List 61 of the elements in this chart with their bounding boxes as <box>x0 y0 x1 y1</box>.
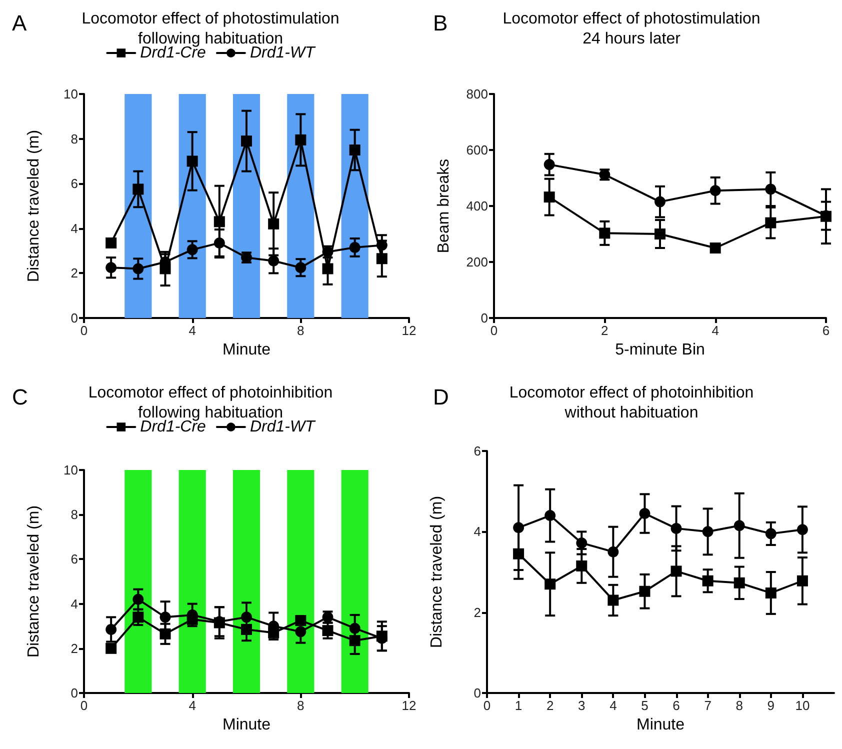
x-tick-label: 7 <box>704 698 712 713</box>
x-axis-title: 5-minute Bin <box>615 341 705 358</box>
y-axis-title: Beam breaks <box>436 158 452 254</box>
x-tick-label: 8 <box>297 698 304 713</box>
text: D <box>433 384 449 410</box>
y-tick-label: 4 <box>70 220 78 236</box>
y-tick-label: 600 <box>466 142 488 158</box>
y-tick-label: 2 <box>70 640 78 656</box>
x-tick-label: 6 <box>822 323 830 338</box>
y-tick-label: 800 <box>466 86 488 102</box>
y-tick-label: 0 <box>70 310 78 326</box>
y-tick-label: 200 <box>466 254 488 270</box>
x-tick-label: 1 <box>514 698 522 713</box>
y-tick-label: 0 <box>474 686 481 700</box>
x-axis-title: Minute <box>222 716 271 734</box>
x-tick-label: 5 <box>641 698 648 713</box>
y-tick-label: 4 <box>70 596 78 612</box>
x-axis-title: Minute <box>636 716 685 734</box>
legend-label: Drd1-WT <box>250 44 316 62</box>
x-tick-label: 9 <box>767 698 775 713</box>
x-tick-label: 8 <box>297 323 304 338</box>
y-tick-label: 6 <box>474 444 481 458</box>
text: B <box>433 10 448 36</box>
legend-label: Drd1-Cre <box>140 418 206 436</box>
y-tick-label: 0 <box>70 686 78 700</box>
y-tick-label: 2 <box>70 266 78 281</box>
x-tick-label: 4 <box>610 698 617 713</box>
x-tick-label: 4 <box>188 698 196 713</box>
y-axis-title: Distance traveled (m) <box>26 505 42 658</box>
x-axis-title: Minute <box>222 341 271 358</box>
y-tick-label: 2 <box>474 604 481 620</box>
x-tick-label: 2 <box>546 698 554 713</box>
x-tick-label: 6 <box>672 698 680 713</box>
x-tick-label: 2 <box>601 323 608 338</box>
y-axis-title: Distance traveled (m) <box>428 496 446 648</box>
y-tick-label: 8 <box>70 507 78 522</box>
chart-title: Locomotor effect of photostimulation 24 hours later <box>502 10 760 48</box>
legend-label: Drd1-Cre <box>140 44 206 62</box>
y-axis-title: Distance traveled (m) <box>26 130 42 282</box>
text: A <box>12 10 27 36</box>
x-tick-label: 4 <box>712 323 719 338</box>
x-tick-label: 0 <box>80 698 88 713</box>
x-tick-label: 0 <box>490 323 498 338</box>
x-tick-label: 12 <box>402 698 416 713</box>
y-tick-label: 10 <box>64 86 78 102</box>
x-tick-label: 10 <box>795 698 810 713</box>
x-tick-label: 0 <box>80 323 88 338</box>
chart-title: Locomotor effect of photoinhibition without habituation <box>509 384 754 422</box>
y-tick-label: 6 <box>70 552 78 567</box>
y-tick-label: 6 <box>70 176 78 192</box>
x-tick-label: 8 <box>736 698 743 713</box>
y-tick-label: 8 <box>70 131 78 146</box>
x-tick-label: 3 <box>578 698 586 713</box>
text: C <box>12 384 28 410</box>
y-tick-label: 10 <box>64 462 78 478</box>
x-tick-label: 4 <box>188 323 196 338</box>
y-tick-label: 400 <box>466 198 488 214</box>
y-tick-label: 4 <box>474 524 481 540</box>
x-tick-label: 12 <box>402 323 416 338</box>
y-tick-label: 0 <box>480 310 488 326</box>
legend-label: Drd1-WT <box>250 418 316 436</box>
